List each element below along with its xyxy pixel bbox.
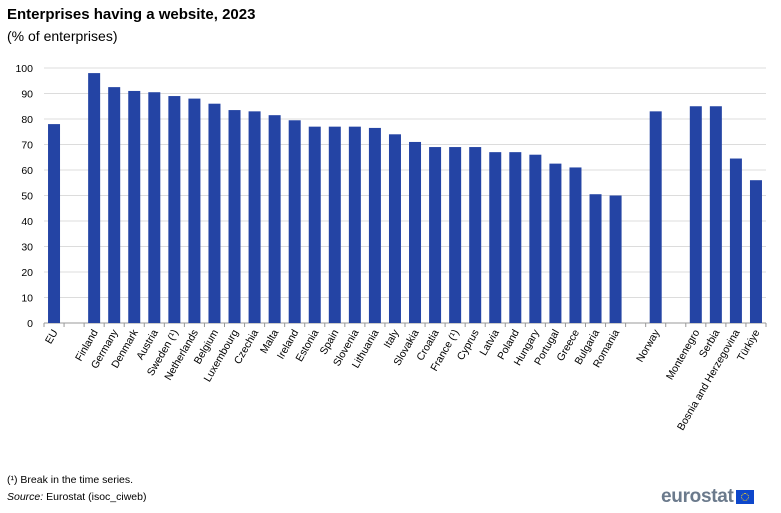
x-tick-label: EU: [43, 328, 61, 347]
bar-slovenia: [348, 126, 361, 324]
bar-bosnia-and-herzegovina: [729, 158, 742, 323]
eurostat-logo: eurostat: [661, 486, 754, 508]
chart-subtitle: (% of enterprises): [7, 28, 118, 44]
bar-lithuania: [368, 127, 381, 323]
footnote: (¹) Break in the time series.: [7, 474, 134, 486]
x-tick-label: Norway: [634, 327, 663, 364]
bar-serbia: [709, 106, 722, 323]
bar-montenegro: [689, 106, 702, 323]
y-tick-label: 60: [21, 165, 33, 177]
bar-poland: [509, 152, 522, 323]
y-tick-label: 0: [27, 318, 33, 330]
source-note: Source: Eurostat (isoc_ciweb): [7, 491, 146, 503]
bar-france-: [449, 147, 462, 323]
chart-title: Enterprises having a website, 2023: [7, 6, 256, 23]
bar-czechia: [248, 111, 261, 323]
bar-finland: [88, 73, 101, 323]
y-tick-label: 50: [21, 191, 33, 203]
bar-cyprus: [469, 147, 482, 323]
y-tick-label: 80: [21, 114, 33, 126]
y-tick-label: 70: [21, 140, 33, 152]
bar-estonia: [308, 126, 321, 324]
bar-eu: [48, 124, 61, 323]
y-tick-label: 10: [21, 293, 33, 305]
bar-luxembourg: [228, 110, 241, 323]
bar-sweden-: [168, 96, 181, 323]
x-tick-label: Italy: [382, 327, 402, 350]
y-tick-label: 40: [21, 216, 33, 228]
bar-austria: [148, 92, 161, 323]
bar-latvia: [489, 152, 502, 323]
bar-netherlands: [188, 98, 201, 323]
logo-text: eurostat: [661, 486, 734, 507]
eu-flag-icon: [735, 490, 754, 504]
bar-denmark: [128, 90, 141, 323]
y-tick-label: 100: [15, 63, 33, 75]
bar-spain: [328, 126, 341, 324]
bar-norway: [649, 111, 662, 323]
bar-ireland: [288, 120, 301, 324]
bar-hungary: [529, 154, 542, 323]
bar-bulgaria: [589, 194, 602, 323]
bar-italy: [388, 134, 401, 323]
bar-malta: [268, 115, 281, 323]
bar-greece: [569, 167, 582, 323]
bar-t-rkiye: [749, 180, 762, 323]
bar-romania: [609, 195, 622, 323]
bar-slovakia: [409, 141, 422, 323]
y-tick-label: 20: [21, 267, 33, 279]
source-text: Eurostat (isoc_ciweb): [43, 491, 147, 503]
source-label: Source:: [7, 491, 44, 503]
y-tick-label: 30: [21, 242, 33, 254]
bar-germany: [108, 87, 121, 323]
bar-croatia: [429, 147, 442, 323]
bar-portugal: [549, 163, 562, 323]
bar-belgium: [208, 103, 221, 323]
y-tick-label: 90: [21, 89, 33, 101]
